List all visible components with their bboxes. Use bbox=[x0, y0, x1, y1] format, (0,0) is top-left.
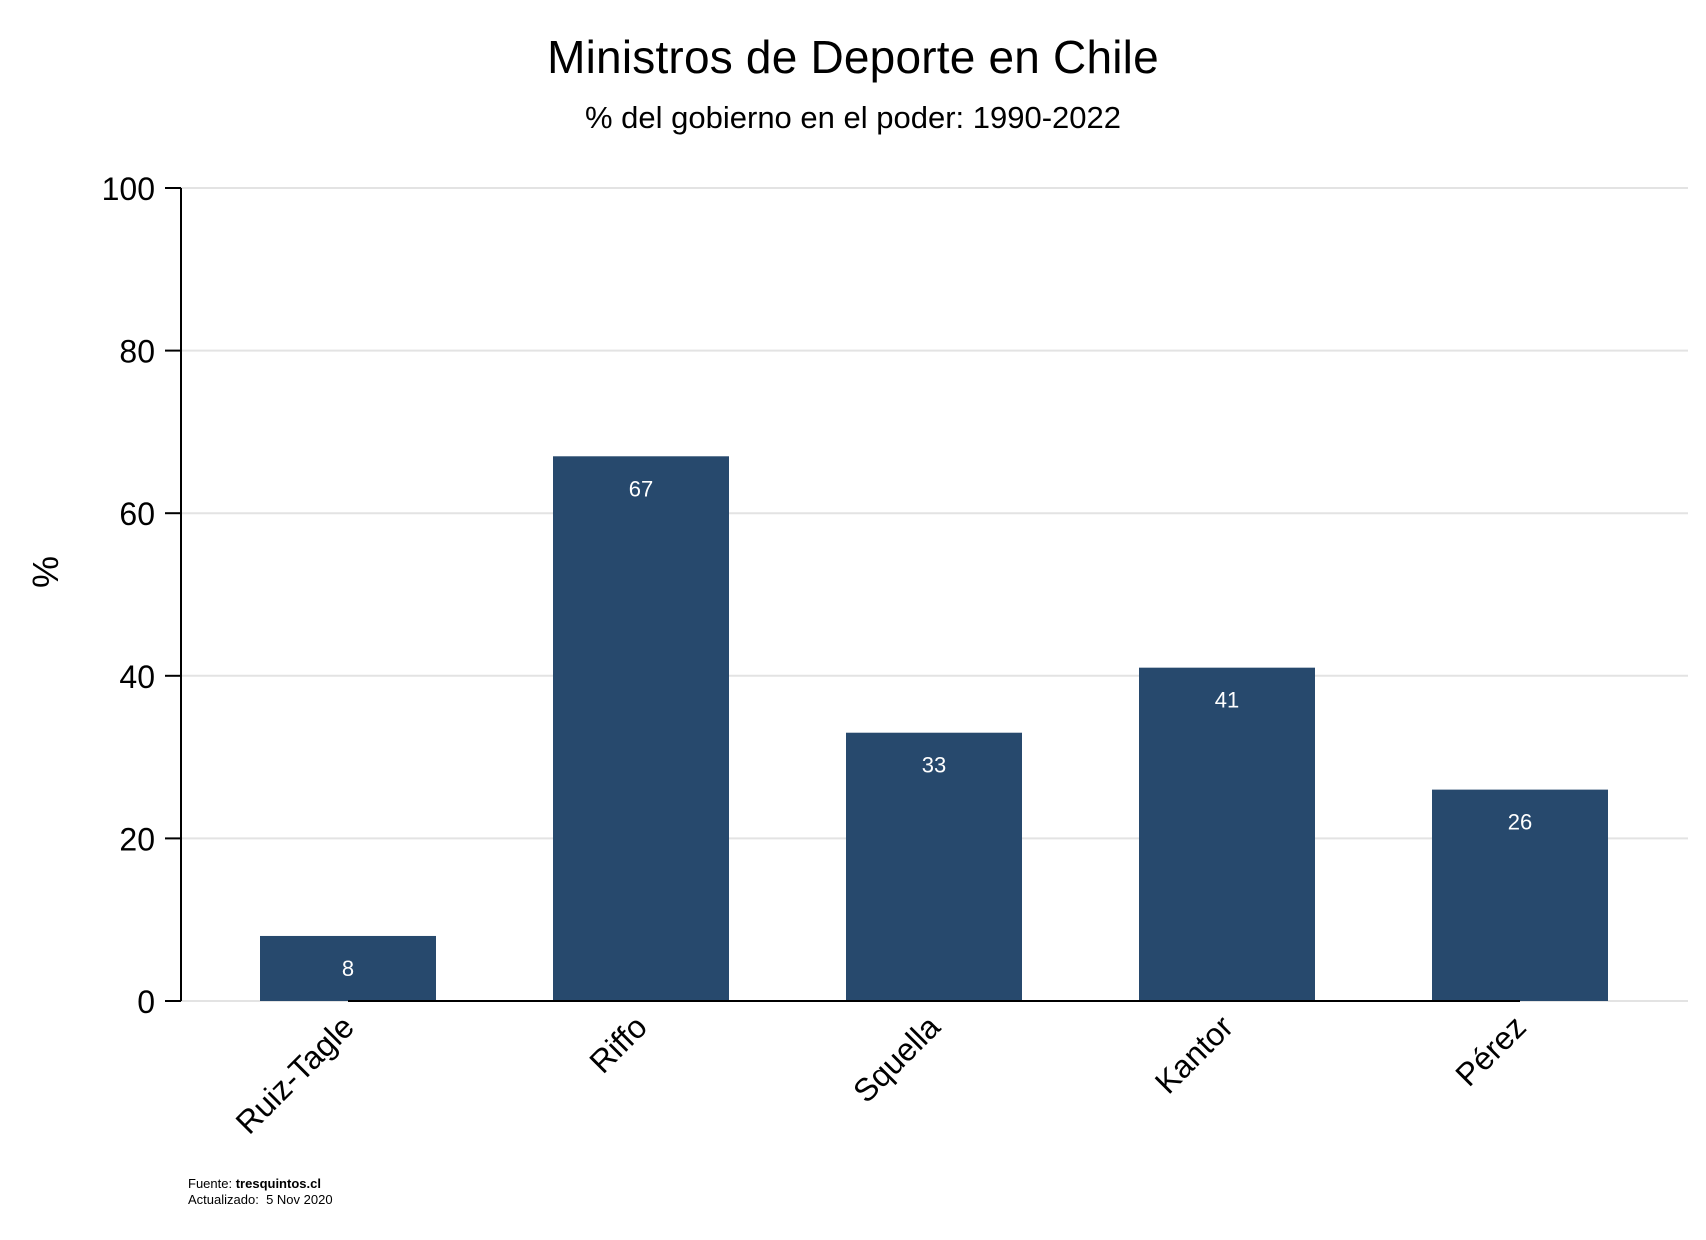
bar-value-label: 33 bbox=[922, 753, 946, 778]
source-line: Fuente: tresquintos.cl bbox=[188, 1176, 333, 1192]
updated-label: Actualizado: bbox=[188, 1192, 259, 1207]
x-tick-label: Kantor bbox=[1148, 1008, 1240, 1100]
updated-line: Actualizado: 5 Nov 2020 bbox=[188, 1192, 333, 1208]
bar-value-label: 8 bbox=[342, 956, 354, 981]
source-note: Fuente: tresquintos.cl Actualizado: 5 No… bbox=[188, 1176, 333, 1208]
y-tick-label: 0 bbox=[137, 984, 155, 1020]
chart-title: Ministros de Deporte en Chile bbox=[547, 31, 1159, 83]
chart-subtitle: % del gobierno en el poder: 1990-2022 bbox=[584, 100, 1122, 135]
bar bbox=[260, 935, 436, 1001]
x-tick-label: Squella bbox=[846, 1008, 947, 1109]
source-value: tresquintos.cl bbox=[235, 1176, 321, 1191]
data-labels: 8 67 33 41 26 bbox=[342, 476, 1532, 981]
bar bbox=[553, 456, 729, 1001]
bar bbox=[846, 732, 1022, 1001]
y-tick-label: 20 bbox=[119, 821, 155, 857]
x-tick-label: Riffo bbox=[582, 1008, 654, 1080]
bars bbox=[260, 456, 1608, 1001]
bar-value-label: 41 bbox=[1215, 688, 1239, 713]
source-label: Fuente: bbox=[188, 1176, 233, 1191]
y-tick-label: 100 bbox=[102, 171, 155, 207]
x-tick-label: Pérez bbox=[1448, 1008, 1533, 1093]
bar bbox=[1139, 667, 1315, 1001]
bar bbox=[1432, 789, 1608, 1001]
bar-value-label: 26 bbox=[1508, 810, 1532, 835]
y-axis-label: % bbox=[25, 556, 66, 588]
y-tick-label: 40 bbox=[119, 659, 155, 695]
bar-value-label: 67 bbox=[629, 476, 653, 501]
x-tick-label: Ruiz-Tagle bbox=[229, 1008, 361, 1140]
y-tick-label: 60 bbox=[119, 496, 155, 532]
updated-value: 5 Nov 2020 bbox=[266, 1192, 333, 1207]
y-tick-label: 80 bbox=[119, 334, 155, 370]
